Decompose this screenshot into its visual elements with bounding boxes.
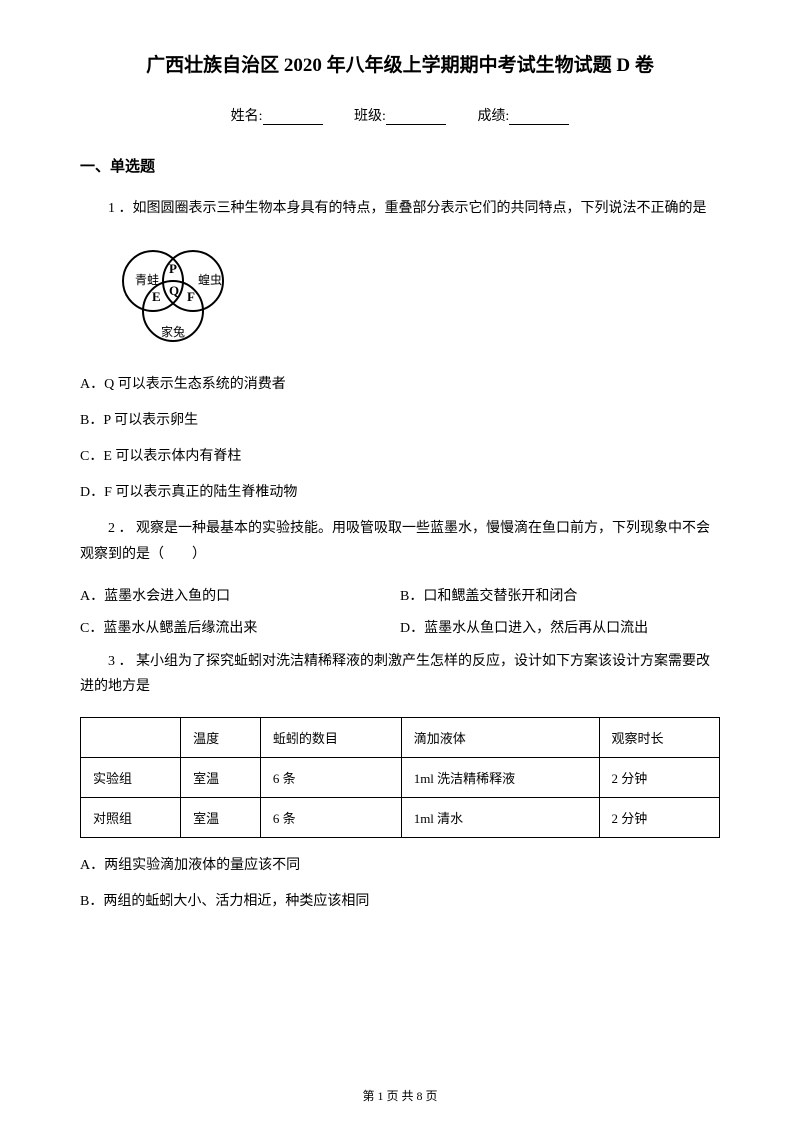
td-1-2: 6 条: [260, 798, 401, 838]
td-1-3: 1ml 清水: [401, 798, 599, 838]
name-blank[interactable]: [263, 111, 323, 125]
q1-stem: 1 ．如图圆圈表示三种生物本身具有的特点，重叠部分表示它们的共同特点，下列说法不…: [80, 196, 720, 221]
exam-title: 广西壮族自治区 2020 年八年级上学期期中考试生物试题 D 卷: [80, 50, 720, 77]
venn-left-label: 青蛙: [135, 273, 159, 287]
venn-Q: Q: [169, 283, 179, 298]
th-2: 蚯蚓的数目: [260, 718, 401, 758]
page-footer: 第 1 页 共 8 页: [0, 1087, 800, 1104]
q1-option-b: B．P 可以表示卵生: [80, 409, 720, 433]
venn-right-label: 蝗虫: [198, 273, 222, 287]
student-info-line: 姓名: 班级: 成绩:: [80, 105, 720, 125]
class-blank[interactable]: [386, 111, 446, 125]
venn-E: E: [152, 289, 161, 304]
th-4: 观察时长: [599, 718, 719, 758]
score-blank[interactable]: [509, 111, 569, 125]
table-header-row: 温度 蚯蚓的数目 滴加液体 观察时长: [81, 718, 720, 758]
table-row: 对照组 室温 6 条 1ml 清水 2 分钟: [81, 798, 720, 838]
q2-option-a: A．蓝墨水会进入鱼的口: [80, 585, 400, 605]
venn-P: P: [169, 261, 177, 276]
q2-option-c: C．蓝墨水从鳃盖后缘流出来: [80, 617, 400, 637]
q2-option-d: D．蓝墨水从鱼口进入，然后再从口流出: [400, 617, 720, 637]
venn-bottom-label: 家兔: [161, 324, 185, 339]
td-1-1: 室温: [181, 798, 261, 838]
score-label: 成绩:: [477, 105, 509, 125]
venn-F: F: [187, 289, 195, 304]
q1-option-d: D．F 可以表示真正的陆生脊椎动物: [80, 481, 720, 505]
venn-diagram: 青蛙 蝗虫 家兔 P Q E F: [108, 239, 720, 359]
td-1-0: 对照组: [81, 798, 181, 838]
q1-option-a: A．Q 可以表示生态系统的消费者: [80, 373, 720, 397]
name-label: 姓名:: [231, 105, 263, 125]
section-header-1: 一、单选题: [80, 155, 720, 176]
td-0-4: 2 分钟: [599, 758, 719, 798]
td-1-4: 2 分钟: [599, 798, 719, 838]
q2-option-b: B．口和鳃盖交替张开和闭合: [400, 585, 720, 605]
table-row: 实验组 室温 6 条 1ml 洗洁精稀释液 2 分钟: [81, 758, 720, 798]
td-0-1: 室温: [181, 758, 261, 798]
q2-stem: 2 ． 观察是一种最基本的实验技能。用吸管吸取一些蓝墨水，慢慢滴在鱼口前方，下列…: [80, 516, 720, 566]
td-0-3: 1ml 洗洁精稀释液: [401, 758, 599, 798]
th-3: 滴加液体: [401, 718, 599, 758]
q3-option-b: B．两组的蚯蚓大小、活力相近，种类应该相同: [80, 890, 720, 914]
th-1: 温度: [181, 718, 261, 758]
q1-option-c: C．E 可以表示体内有脊柱: [80, 445, 720, 469]
td-0-2: 6 条: [260, 758, 401, 798]
th-0: [81, 718, 181, 758]
q3-option-a: A．两组实验滴加液体的量应该不同: [80, 854, 720, 878]
q3-stem: 3 ． 某小组为了探究蚯蚓对洗洁精稀释液的刺激产生怎样的反应，设计如下方案该设计…: [80, 649, 720, 699]
td-0-0: 实验组: [81, 758, 181, 798]
class-label: 班级:: [354, 105, 386, 125]
q3-table: 温度 蚯蚓的数目 滴加液体 观察时长 实验组 室温 6 条 1ml 洗洁精稀释液…: [80, 717, 720, 838]
